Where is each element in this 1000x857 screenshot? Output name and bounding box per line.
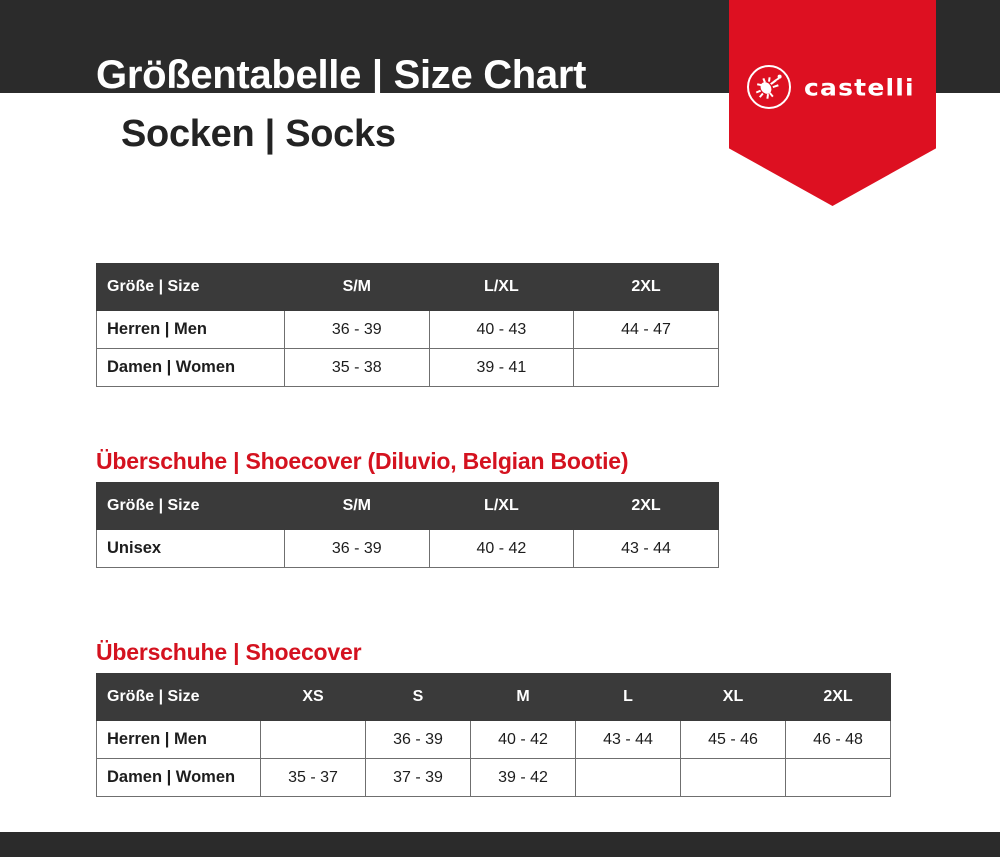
column-header: Größe | Size <box>96 263 285 311</box>
cell-value: 35 - 37 <box>260 758 366 797</box>
cell-value: 43 - 44 <box>575 720 681 759</box>
cell-value: 40 - 42 <box>470 720 576 759</box>
column-header: L/XL <box>428 482 575 530</box>
table-row: Damen | Women 35 - 38 39 - 41 <box>96 348 719 387</box>
row-label: Unisex <box>96 529 285 568</box>
column-header: 2XL <box>785 673 891 721</box>
brand-wordmark: castelli <box>804 73 915 101</box>
table-row: Unisex 36 - 39 40 - 42 43 - 44 <box>96 529 719 568</box>
table-shoecover: Größe | Size XS S M L XL 2XL Herren | Me… <box>96 673 891 797</box>
cell-value: 40 - 42 <box>428 529 575 568</box>
cell-value <box>260 720 366 759</box>
page-title: Größentabelle | Size Chart <box>96 53 587 97</box>
column-header: L/XL <box>428 263 575 311</box>
row-label: Herren | Men <box>96 310 285 349</box>
column-header: 2XL <box>573 482 719 530</box>
column-header: Größe | Size <box>96 673 261 721</box>
column-header: XS <box>260 673 366 721</box>
cell-value: 44 - 47 <box>573 310 719 349</box>
footer-band <box>0 832 1000 857</box>
table-header-row: Größe | Size S/M L/XL 2XL <box>96 263 719 311</box>
page-subtitle: Socken | Socks <box>121 113 396 155</box>
table-header-row: Größe | Size XS S M L XL 2XL <box>96 673 891 721</box>
table-socks: Größe | Size S/M L/XL 2XL Herren | Men 3… <box>96 263 719 387</box>
section-heading-bootie: Überschuhe | Shoecover (Diluvio, Belgian… <box>96 448 629 474</box>
cell-value: 46 - 48 <box>785 720 891 759</box>
column-header: 2XL <box>573 263 719 311</box>
row-label: Herren | Men <box>96 720 261 759</box>
table-row: Herren | Men 36 - 39 40 - 42 43 - 44 45 … <box>96 720 891 759</box>
section-heading-shoecover: Überschuhe | Shoecover <box>96 639 362 665</box>
column-header: XL <box>680 673 786 721</box>
table-header-row: Größe | Size S/M L/XL 2XL <box>96 482 719 530</box>
column-header: S <box>365 673 471 721</box>
column-header: Größe | Size <box>96 482 285 530</box>
cell-value: 36 - 39 <box>284 310 430 349</box>
scorpion-icon <box>747 65 791 109</box>
cell-value <box>575 758 681 797</box>
brand-lockup: castelli <box>729 62 936 112</box>
cell-value: 36 - 39 <box>365 720 471 759</box>
cell-value <box>680 758 786 797</box>
column-header: S/M <box>284 263 430 311</box>
row-label: Damen | Women <box>96 348 285 387</box>
table-row: Herren | Men 36 - 39 40 - 43 44 - 47 <box>96 310 719 349</box>
cell-value: 35 - 38 <box>284 348 430 387</box>
cell-value: 37 - 39 <box>365 758 471 797</box>
cell-value: 36 - 39 <box>284 529 430 568</box>
cell-value: 40 - 43 <box>428 310 575 349</box>
column-header: M <box>470 673 576 721</box>
cell-value <box>573 348 719 387</box>
brand-banner: castelli <box>729 0 936 206</box>
table-row: Damen | Women 35 - 37 37 - 39 39 - 42 <box>96 758 891 797</box>
row-label: Damen | Women <box>96 758 261 797</box>
column-header: S/M <box>284 482 430 530</box>
cell-value: 39 - 41 <box>428 348 575 387</box>
cell-value: 45 - 46 <box>680 720 786 759</box>
column-header: L <box>575 673 681 721</box>
cell-value: 43 - 44 <box>573 529 719 568</box>
table-bootie: Größe | Size S/M L/XL 2XL Unisex 36 - 39… <box>96 482 719 568</box>
cell-value <box>785 758 891 797</box>
cell-value: 39 - 42 <box>470 758 576 797</box>
